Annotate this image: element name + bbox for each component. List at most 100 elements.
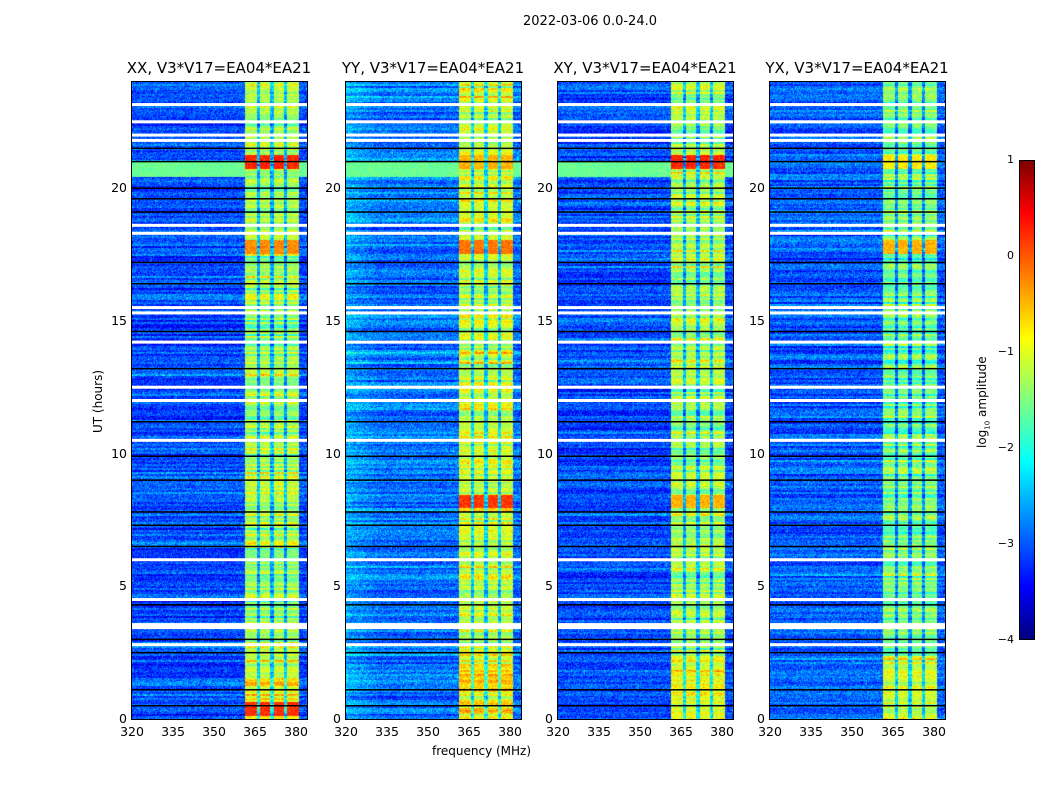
y-tick-label: 5: [545, 578, 553, 594]
gap-line: [346, 198, 521, 200]
flagged-row: [346, 438, 521, 442]
flagged-row: [132, 385, 307, 389]
x-tick-label: 335: [799, 724, 823, 739]
gap-line: [346, 479, 521, 481]
gap-line: [346, 545, 521, 548]
flagged-row: [132, 306, 307, 310]
flagged-row: [770, 598, 945, 602]
gap-line: [132, 160, 307, 163]
gap-line: [346, 689, 521, 691]
flag-overlay: [558, 103, 733, 707]
gap-line: [558, 689, 733, 691]
flagged-row: [770, 103, 945, 107]
gap-line: [770, 211, 945, 213]
x-tick-label: 365: [669, 724, 693, 739]
gap-line: [132, 420, 307, 423]
y-tick-label: 20: [111, 180, 127, 196]
flagged-row: [132, 558, 307, 562]
flagged-row: [132, 340, 307, 344]
colorbar-tick-label: −2: [997, 441, 1014, 454]
y-tick-label: 15: [537, 312, 553, 328]
gap-line: [132, 198, 307, 200]
flagged-row: [558, 120, 733, 124]
gap-line: [132, 282, 307, 285]
gap-line: [346, 282, 521, 285]
y-tick-label: 0: [757, 711, 765, 726]
gap-line: [558, 330, 733, 333]
x-tick-label: 350: [628, 724, 652, 739]
x-tick-label: 365: [243, 724, 267, 739]
gap-line: [770, 187, 945, 189]
flagged-row: [558, 103, 733, 107]
flag-overlay: [132, 103, 307, 707]
y-tick-label: 10: [749, 445, 765, 461]
gap-line: [346, 211, 521, 213]
colorbar-tick-label: 0: [1007, 249, 1014, 262]
gap-line: [132, 524, 307, 526]
flagged-row: [346, 340, 521, 344]
flagged-row: [346, 643, 521, 647]
x-tick-label: 380: [498, 724, 522, 739]
gap-line: [558, 282, 733, 285]
panel-title: YY, V3*V17=EA04*EA21: [341, 59, 525, 77]
x-tick-label: 350: [202, 724, 226, 739]
gap-line: [346, 261, 521, 264]
gap-line: [770, 282, 945, 285]
gap-line: [132, 187, 307, 189]
figure-title: 2022-03-06 0.0-24.0: [523, 14, 657, 29]
waterfall-panel: [345, 81, 522, 720]
flagged-row: [558, 438, 733, 442]
gap-line: [770, 651, 945, 654]
flagged-row: [558, 598, 733, 602]
x-tick-label: 335: [375, 724, 399, 739]
flagged-row: [558, 385, 733, 389]
flagged-row: [770, 138, 945, 142]
x-tick-label: 350: [416, 724, 440, 739]
gap-line: [770, 330, 945, 333]
flagged-row: [346, 311, 521, 315]
gap-line: [770, 198, 945, 200]
y-tick-label: 5: [757, 578, 765, 594]
gap-line: [132, 689, 307, 691]
flagged-row: [132, 643, 307, 647]
flagged-row: [132, 133, 307, 137]
gap-line: [132, 638, 307, 641]
x-tick-label: 365: [457, 724, 481, 739]
flagged-row: [132, 399, 307, 402]
gap-line: [770, 689, 945, 691]
gap-line: [770, 261, 945, 264]
flagged-row: [558, 399, 733, 402]
flagged-row: [346, 133, 521, 137]
flagged-row: [558, 231, 733, 235]
flag-overlay: [346, 103, 521, 707]
y-axis-label: UT (hours): [91, 369, 105, 433]
gap-line: [132, 147, 307, 150]
gap-line: [346, 524, 521, 526]
x-tick-label: 335: [587, 724, 611, 739]
y-tick-label: 20: [749, 180, 765, 196]
waterfall-panel: [131, 81, 308, 720]
gap-line: [558, 479, 733, 481]
y-tick-label: 15: [749, 312, 765, 328]
gap-line: [558, 261, 733, 264]
gap-line: [132, 479, 307, 481]
gap-line: [770, 638, 945, 641]
flagged-row: [558, 306, 733, 310]
colorbar-label: log10 amplitude: [975, 356, 991, 448]
gap-line: [132, 367, 307, 370]
flagged-row: [770, 223, 945, 227]
gap-line: [132, 455, 307, 457]
x-tick-label: 350: [840, 724, 864, 739]
y-tick-label: 0: [119, 711, 127, 726]
gap-line: [770, 545, 945, 548]
gap-line: [770, 604, 945, 606]
y-tick-label: 20: [325, 180, 341, 196]
flagged-row: [770, 623, 945, 630]
gap-line: [558, 651, 733, 654]
x-tick-label: 320: [334, 724, 358, 739]
panel-title: YX, V3*V17=EA04*EA21: [765, 59, 949, 77]
flagged-row: [558, 138, 733, 142]
gap-line: [770, 704, 945, 707]
gap-line: [132, 330, 307, 333]
gap-line: [132, 511, 307, 513]
